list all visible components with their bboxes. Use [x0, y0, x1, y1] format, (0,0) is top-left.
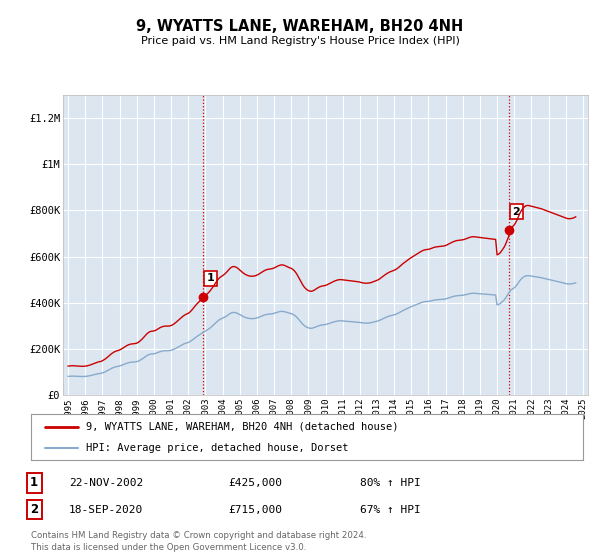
Text: 9, WYATTS LANE, WAREHAM, BH20 4NH: 9, WYATTS LANE, WAREHAM, BH20 4NH [136, 20, 464, 34]
Text: 1: 1 [30, 476, 38, 489]
Text: HPI: Average price, detached house, Dorset: HPI: Average price, detached house, Dors… [86, 443, 349, 453]
Text: £715,000: £715,000 [228, 505, 282, 515]
Text: This data is licensed under the Open Government Licence v3.0.: This data is licensed under the Open Gov… [31, 543, 307, 552]
Text: 22-NOV-2002: 22-NOV-2002 [69, 478, 143, 488]
Text: £425,000: £425,000 [228, 478, 282, 488]
Text: 18-SEP-2020: 18-SEP-2020 [69, 505, 143, 515]
Text: Price paid vs. HM Land Registry's House Price Index (HPI): Price paid vs. HM Land Registry's House … [140, 36, 460, 46]
Text: 9, WYATTS LANE, WAREHAM, BH20 4NH (detached house): 9, WYATTS LANE, WAREHAM, BH20 4NH (detac… [86, 422, 399, 432]
Text: 80% ↑ HPI: 80% ↑ HPI [360, 478, 421, 488]
Text: 67% ↑ HPI: 67% ↑ HPI [360, 505, 421, 515]
Text: Contains HM Land Registry data © Crown copyright and database right 2024.: Contains HM Land Registry data © Crown c… [31, 531, 367, 540]
Text: 1: 1 [206, 273, 214, 283]
Text: 2: 2 [512, 207, 520, 217]
Text: 2: 2 [30, 503, 38, 516]
